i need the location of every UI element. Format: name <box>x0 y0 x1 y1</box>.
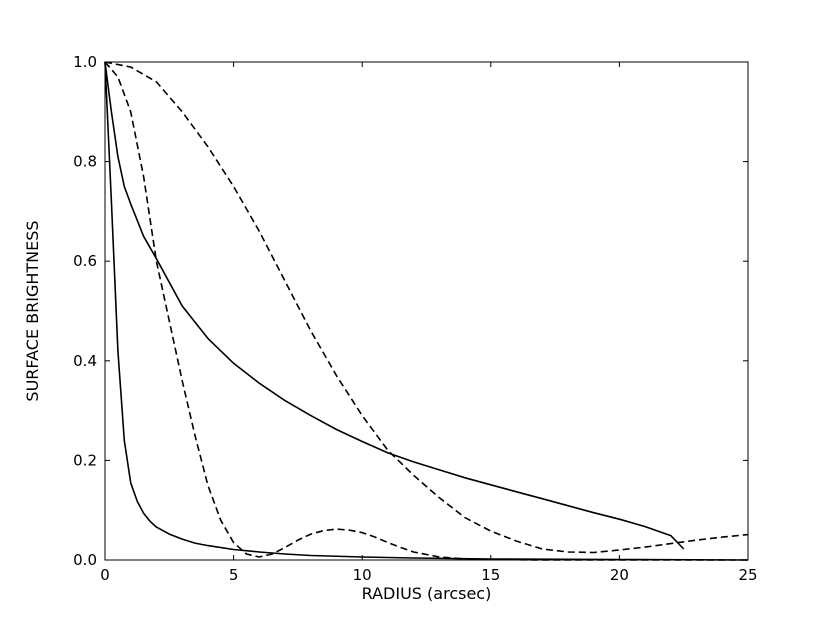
series-layer <box>104 61 749 561</box>
x-axis-label: RADIUS (arcsec) <box>362 584 492 603</box>
y-tick-label: 0.6 <box>73 252 97 270</box>
x-tick-label: 20 <box>610 566 629 584</box>
y-axis-label: SURFACE BRIGHTNESS <box>23 220 42 401</box>
y-tick-label: 0.8 <box>73 153 97 171</box>
tick-layer: 0 5 10 15 20 25 0.0 0.2 0.4 0.6 0.8 1.0 <box>73 53 757 584</box>
x-tick-label: 0 <box>100 566 110 584</box>
series-line-4-dashed <box>104 61 749 554</box>
y-tick-label: 0.0 <box>73 551 97 569</box>
x-tick-label: 10 <box>353 566 372 584</box>
y-tick-label: 1.0 <box>73 53 97 71</box>
plot-frame <box>104 61 749 561</box>
y-tick-label: 0.2 <box>73 451 97 469</box>
series-line-1-solid <box>104 61 749 561</box>
x-tick-label: 15 <box>481 566 500 584</box>
y-tick-label: 0.4 <box>73 352 97 370</box>
series-line-3-dashed <box>104 61 748 561</box>
series-line-2-solid <box>104 61 685 550</box>
x-tick-label: 25 <box>738 566 757 584</box>
x-tick-label: 5 <box>229 566 239 584</box>
